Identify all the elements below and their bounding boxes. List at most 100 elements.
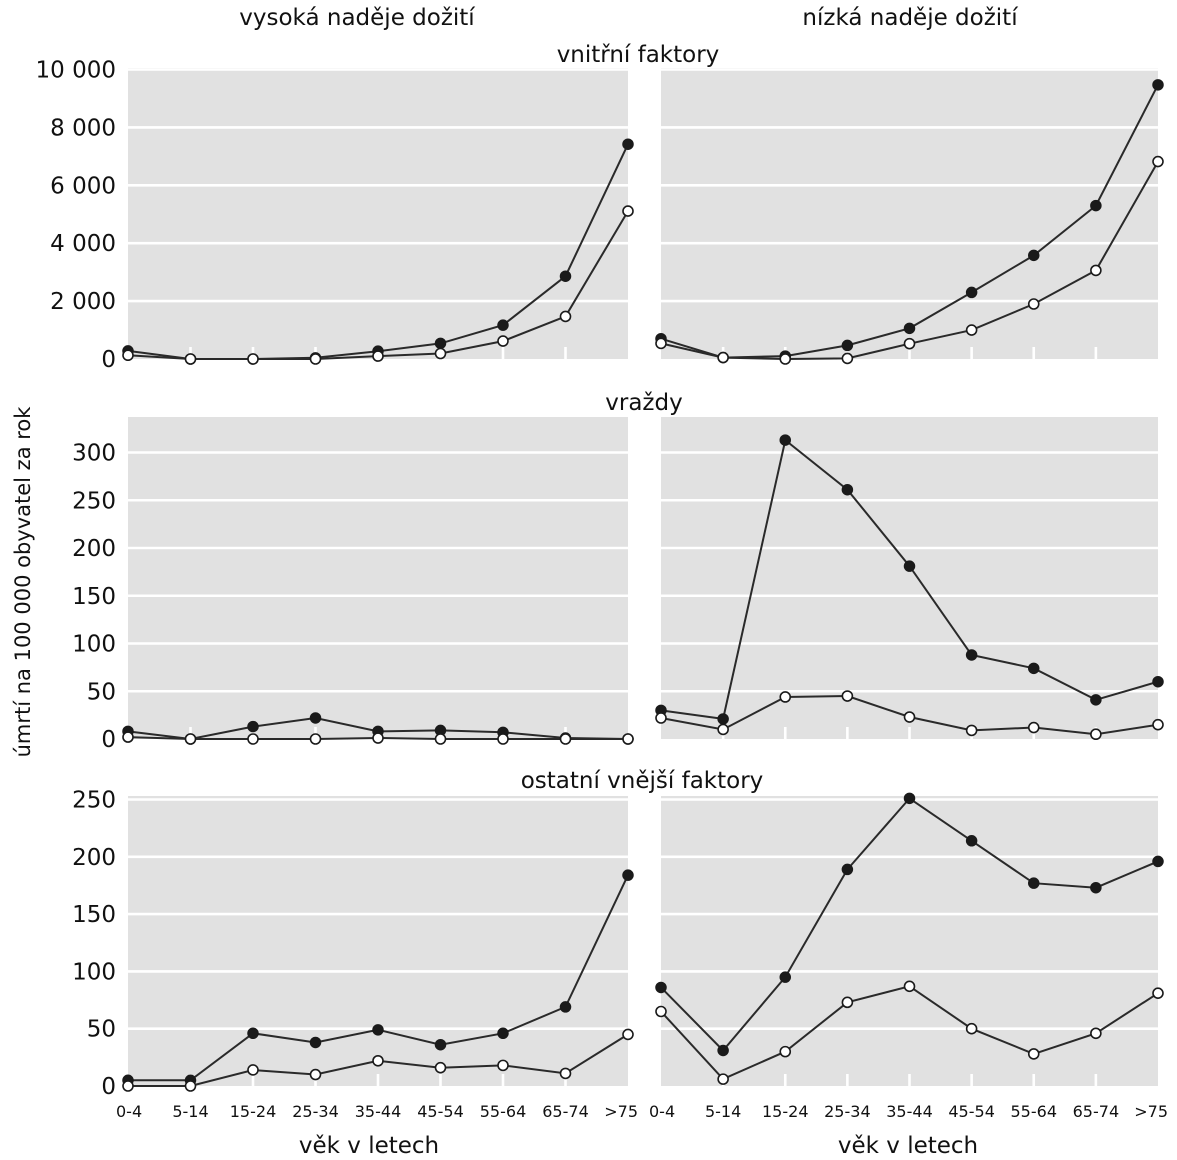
- data-point-open: [434, 733, 447, 745]
- data-point-filled: [841, 863, 854, 876]
- data-point-open: [1027, 1048, 1040, 1060]
- x-tick-label: 0-4: [116, 1102, 142, 1121]
- y-tick-label: 100: [72, 959, 116, 985]
- data-point-open: [841, 996, 854, 1009]
- data-point-filled: [622, 138, 634, 150]
- data-point-open: [559, 310, 572, 323]
- data-point-filled: [841, 339, 854, 352]
- x-tick-label: 45-54: [417, 1102, 464, 1121]
- chart-panel: 0-4 5-14 15-24 25-34 35-44 45-54 55-64 65-74 >75: [649, 792, 1168, 1121]
- data-point-filled: [841, 483, 854, 496]
- x-axis-label-left: věk v letech: [299, 1133, 439, 1159]
- data-point-filled: [1028, 662, 1040, 675]
- data-point-open: [247, 353, 259, 365]
- data-point-open: [497, 335, 509, 347]
- chart-panel: 0 2 000 4 000 6 000 8 000 10 000: [36, 58, 634, 373]
- data-point-filled: [779, 434, 791, 446]
- x-tick-label: >75: [1134, 1102, 1168, 1121]
- x-tick-label: 55-64: [1011, 1102, 1058, 1121]
- data-point-filled: [497, 1027, 509, 1040]
- x-tick-label: 65-74: [1073, 1102, 1120, 1121]
- y-tick-label: 300: [72, 441, 116, 467]
- data-point-filled: [965, 286, 978, 299]
- row-title-internal-factors: vnitřní faktory: [557, 42, 720, 68]
- data-point-open: [122, 731, 134, 743]
- data-point-filled: [903, 322, 916, 335]
- plot-background: [128, 796, 628, 1086]
- data-point-open: [1090, 264, 1102, 277]
- y-tick-label: 4 000: [50, 231, 116, 257]
- y-tick-label: 10 000: [36, 58, 116, 84]
- data-point-filled: [497, 319, 509, 331]
- data-point-open: [1152, 718, 1164, 731]
- data-point-filled: [779, 971, 791, 983]
- data-point-filled: [434, 1038, 447, 1051]
- data-point-filled: [717, 713, 729, 725]
- row-title-other-external-factors: ostatní vnější faktory: [521, 768, 764, 794]
- x-tick-label: 5-14: [172, 1102, 208, 1121]
- x-tick-label: 25-34: [292, 1102, 339, 1121]
- data-point-open: [622, 205, 634, 217]
- data-point-filled: [559, 1001, 572, 1013]
- column-title-low-life-expectancy: nízká naděje dožití: [802, 5, 1018, 31]
- x-tick-label: 0-4: [649, 1102, 675, 1121]
- x-axis-label-right: věk v letech: [838, 1133, 978, 1159]
- data-point-open: [122, 349, 134, 362]
- plot-background: [128, 417, 628, 739]
- data-point-filled: [372, 1024, 384, 1036]
- data-point-open: [247, 1064, 259, 1076]
- data-point-open: [655, 337, 667, 350]
- data-point-open: [903, 980, 916, 993]
- data-point-open: [372, 732, 384, 744]
- y-tick-label: 150: [72, 902, 116, 928]
- data-point-filled: [1028, 249, 1040, 262]
- y-tick-label: 50: [87, 679, 116, 705]
- data-point-open: [779, 353, 792, 365]
- x-tick-label: 35-44: [886, 1102, 933, 1121]
- data-point-open: [717, 351, 729, 364]
- data-point-open: [717, 1073, 729, 1085]
- data-point-open: [309, 353, 322, 365]
- data-point-filled: [1152, 855, 1164, 868]
- x-tick-label: 45-54: [948, 1102, 995, 1121]
- plot-background: [661, 68, 1158, 359]
- data-point-filled: [965, 835, 978, 847]
- data-point-filled: [247, 720, 259, 733]
- y-tick-label: 0: [101, 347, 116, 373]
- data-point-filled: [965, 649, 978, 661]
- data-point-open: [497, 733, 509, 745]
- data-point-open: [559, 1067, 572, 1080]
- data-point-open: [497, 1059, 509, 1072]
- data-point-open: [122, 1080, 134, 1092]
- x-tick-label: 15-24: [762, 1102, 809, 1121]
- data-point-filled: [309, 1036, 322, 1049]
- data-point-open: [372, 350, 384, 362]
- data-point-filled: [434, 337, 447, 350]
- data-point-filled: [1152, 675, 1164, 688]
- data-point-open: [184, 733, 197, 745]
- y-tick-label: 50: [87, 1017, 116, 1043]
- data-point-open: [1090, 1027, 1102, 1040]
- y-tick-label: 8 000: [50, 115, 116, 141]
- data-point-filled: [1090, 881, 1102, 894]
- plot-background: [661, 796, 1158, 1086]
- data-point-open: [309, 733, 322, 745]
- data-point-open: [903, 711, 916, 723]
- data-point-filled: [1152, 79, 1164, 91]
- y-tick-label: 2 000: [50, 289, 116, 315]
- data-point-open: [309, 1068, 322, 1081]
- column-title-high-life-expectancy: vysoká naděje dožití: [239, 5, 475, 31]
- data-point-filled: [1090, 199, 1102, 212]
- data-point-open: [622, 733, 634, 745]
- y-tick-label: 0: [101, 1074, 116, 1100]
- data-point-filled: [622, 869, 634, 881]
- data-point-open: [247, 733, 259, 745]
- data-point-open: [1090, 728, 1102, 741]
- data-point-open: [655, 1005, 667, 1018]
- data-point-open: [841, 352, 854, 365]
- data-point-open: [779, 1045, 792, 1058]
- data-point-open: [184, 353, 197, 365]
- data-point-filled: [655, 981, 667, 994]
- data-point-open: [965, 724, 978, 737]
